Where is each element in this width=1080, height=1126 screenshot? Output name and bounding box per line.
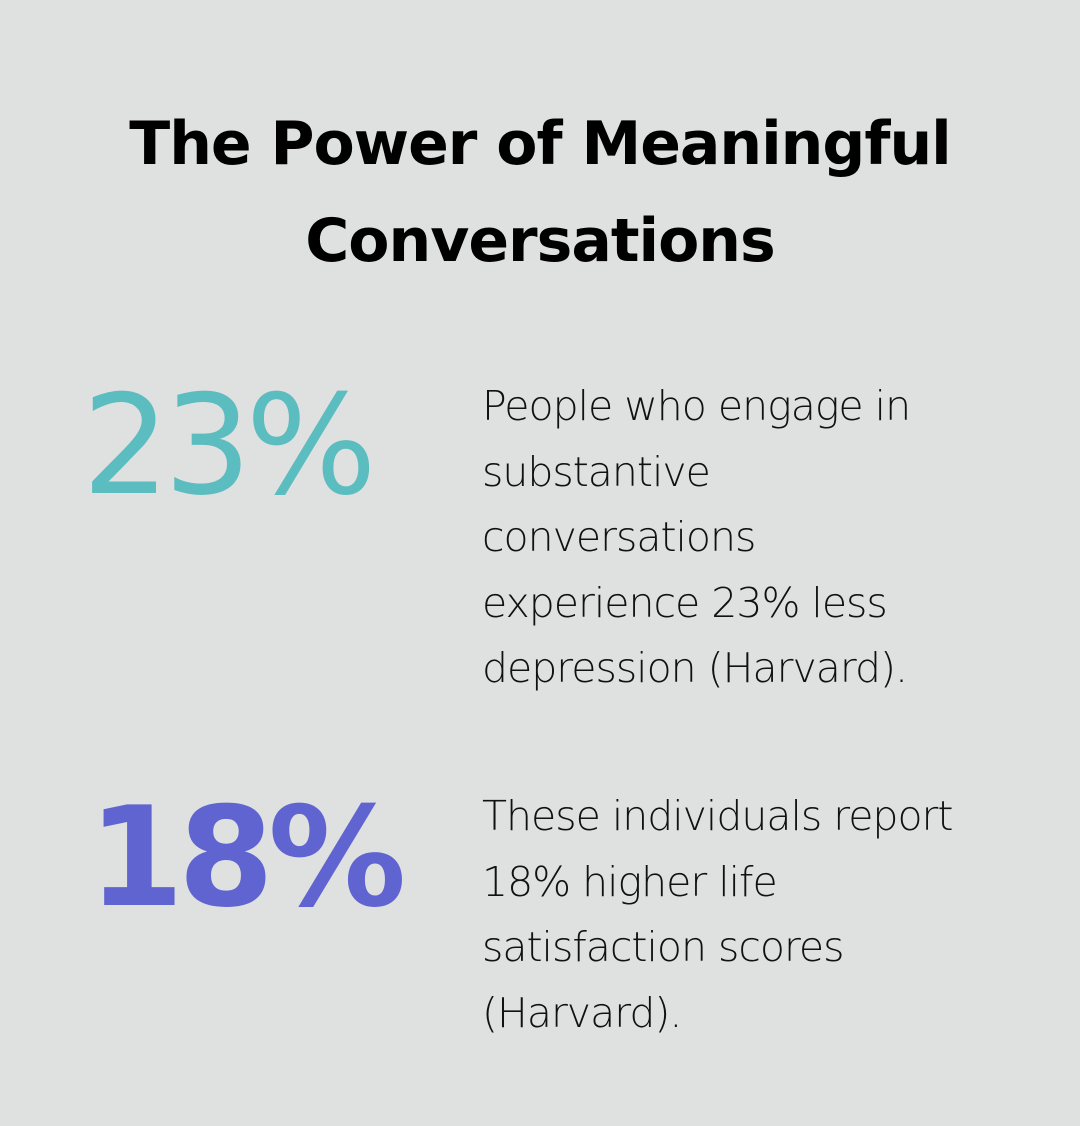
title-line-1: The Power of Meaningful <box>129 109 951 179</box>
stat-description-line: experience 23% less <box>482 578 888 627</box>
stat-description: These individuals report 18% higher life… <box>482 784 1022 1046</box>
stat-value: 23% <box>82 365 377 526</box>
stat-description-line: 18% higher life <box>482 857 778 906</box>
page-title: The Power of Meaningful Conversations <box>0 96 1080 290</box>
stat-description-line: satisfaction scores <box>482 923 845 971</box>
stat-description-line: substantive <box>482 447 711 496</box>
stat-description-line: depression (Harvard). <box>482 644 908 692</box>
stat-description: People who engage in substantive convers… <box>482 374 1022 702</box>
stat-description-line: conversations <box>482 513 756 561</box>
title-line-2: Conversations <box>305 206 775 276</box>
stat-description-line: These individuals report <box>482 792 953 840</box>
stat-description-line: People who engage in <box>482 382 911 430</box>
stat-description-line: (Harvard). <box>482 988 682 1037</box>
stat-value: 18% <box>88 777 406 938</box>
